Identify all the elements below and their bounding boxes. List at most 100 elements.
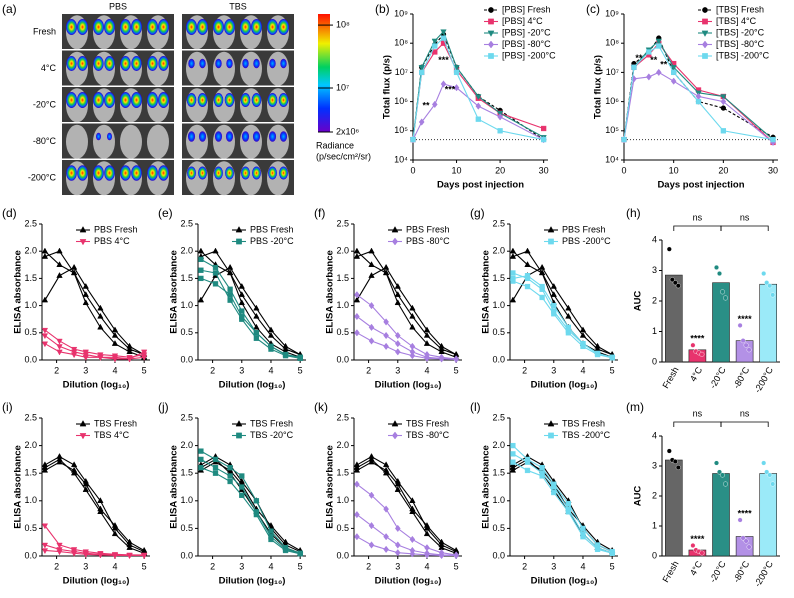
data-point [111,356,119,363]
significance: **** [738,508,753,518]
data-point [239,484,245,490]
y-tick-label: 3 [652,460,657,470]
signal [225,131,234,142]
y-tick-label: 2.5 [180,412,193,422]
bar [665,459,683,557]
series-line [356,456,457,553]
replicate-point [740,338,746,344]
signal [252,166,261,180]
replicate-point [770,292,776,298]
x-tick-label: -200°C [752,559,775,589]
x-tick-label: 4 [424,561,429,571]
legend-marker [79,239,87,246]
data-point [354,312,360,321]
panel-letter: (f) [314,206,325,220]
y-tick-label: 1.0 [180,300,193,310]
data-point [409,505,416,512]
data-point [212,264,219,271]
data-point [394,549,401,557]
signal [120,19,131,35]
data-point [510,459,516,465]
data-point [438,551,445,560]
data-point [565,312,572,319]
data-point [539,283,545,290]
y-tick-label: 1.0 [180,495,193,505]
data-point [368,272,375,278]
legend-label: TBS Fresh [94,418,137,428]
replicate-point [717,469,723,475]
data-point [594,546,601,553]
x-axis-title: Dilution (log₁₀) [219,380,286,391]
data-point [594,342,601,349]
bar [665,274,683,363]
y-tick-label: 0.0 [24,354,37,364]
legend-marker [488,7,494,13]
data-point [212,470,219,476]
y-tick-label: 2.0 [492,246,505,256]
x-tick-label: Fresh [660,559,680,584]
legend-label: [TBS] Fresh [716,4,764,14]
y-tick-label: 1.5 [336,468,349,478]
x-axis-title: Dilution (log₁₀) [531,576,598,587]
data-point [383,505,389,513]
signal [131,19,142,35]
data-point [226,263,234,270]
x-tick-label: 5 [610,561,615,571]
y-tick-label: 1.0 [24,300,37,310]
data-point [226,269,234,276]
significance: ** [660,59,668,69]
data-point [41,296,49,303]
replicate-point [690,543,696,549]
data-point [621,136,627,143]
data-point [198,456,204,463]
data-point [56,542,63,549]
data-point [82,282,89,289]
y-tick-label: 2.0 [24,440,37,450]
y-tick-label: 10⁸ [394,38,408,48]
series-line [512,250,613,358]
x-tick-label: 2 [522,561,527,571]
data-point [580,343,586,350]
signal [269,58,276,69]
panel-letter: (d) [2,206,17,220]
series-line [356,250,457,358]
legend-label: [TBS] -20°C [716,27,765,37]
data-point [97,552,104,559]
y-axis-title: ELISA absorbance [13,250,24,334]
y-tick-label: 2.5 [24,218,37,228]
data-point [198,448,204,454]
data-point [475,94,482,101]
y-tick-label: 1.5 [492,273,505,283]
y-tick-label: 1.5 [24,468,37,478]
legend-marker [702,53,708,59]
y-tick-label: 10⁴ [605,154,619,164]
data-point [394,486,401,492]
signal [240,19,251,35]
imaging-panel: PBS TBS Fresh 4°C -20°C -80°C -200°C 10⁸ 10⁷ 2x10… [28,1,371,196]
y-tick-label: 1.5 [492,468,505,478]
mouse [120,124,142,159]
legend-marker [79,433,87,440]
data-point [670,65,677,71]
signal [199,58,206,69]
replicate-point [737,517,743,523]
data-point [565,500,572,507]
data-point [56,247,63,254]
x-tick-label: 3 [239,365,244,375]
data-point [354,510,360,519]
x-tick-label: 3 [551,365,556,375]
colorbar-tick-label: 2x10⁶ [336,126,360,136]
mouse [186,124,208,159]
data-point [431,38,438,45]
panel-letter: (m) [626,400,644,414]
signal [77,19,88,35]
line-chart: 0.0 0.5 1.0 1.5 2.0 2.5 ELISA absorbance 2 3 4 5 Di… [13,218,150,391]
signal [104,92,115,108]
signal [241,131,250,142]
data-point [56,349,63,356]
data-point [56,344,63,351]
y-tick-label: 2.0 [180,440,193,450]
data-point [594,351,601,358]
data-point [253,511,260,518]
replicate-point [720,472,726,478]
